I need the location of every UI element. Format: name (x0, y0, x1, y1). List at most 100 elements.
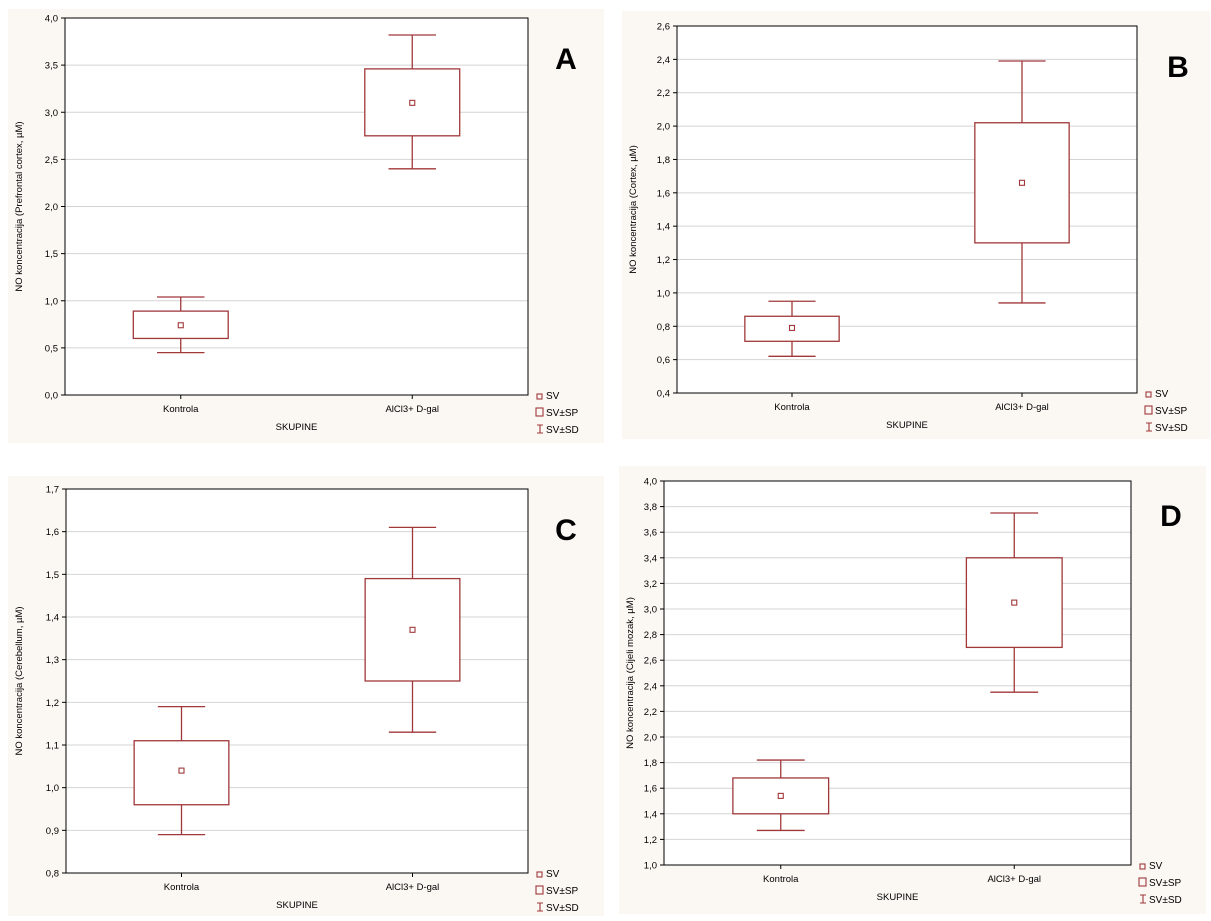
chart-a-ytick-label: 1,0 (45, 296, 58, 307)
chart-d-ytick-label: 1,6 (644, 784, 657, 795)
chart-b-legend-box-label: SV±SP (1155, 406, 1187, 417)
chart-d-xtick-label: Kontrola (763, 874, 799, 885)
chart-c-x-axis-label: SKUPINE (276, 900, 318, 911)
chart-d-ytick-label: 2,0 (644, 733, 657, 744)
chart-c-ytick-label: 1,3 (46, 655, 59, 666)
chart-b-y-axis-label: NO koncentracija (Cortex, µM) (628, 145, 639, 273)
chart-d-ytick-label: 1,8 (644, 758, 657, 769)
chart-c-ytick-label: 1,4 (46, 613, 59, 624)
chart-d-ytick-label: 3,4 (644, 553, 657, 564)
chart-c-mean-marker (409, 626, 416, 633)
chart-c-legend-whisker-label: SV±SD (546, 903, 579, 914)
chart-d-ytick-label: 2,2 (644, 707, 657, 718)
chart-c-legend-box-label: SV±SP (546, 886, 578, 897)
chart-d-box (732, 777, 830, 815)
chart-a-xtick-label: Kontrola (163, 404, 199, 415)
chart-c-ytick-label: 1,2 (46, 698, 59, 709)
chart-d-mean-marker (777, 792, 784, 799)
chart-b-ytick-label: 1,0 (657, 288, 670, 299)
chart-d-ytick-label: 3,2 (644, 579, 657, 590)
chart-b-plot-frame (676, 25, 1138, 394)
chart-b-ytick-label: 1,2 (657, 255, 670, 266)
chart-d-mean-marker (1011, 599, 1018, 606)
chart-b-ytick-label: 2,4 (657, 55, 670, 66)
chart-b-svg: 0,4 0,6 0,8 1,0 1,2 1,4 1,6 1,8 2,0 2,2 2,4 2,6 Kont… (622, 11, 1210, 439)
chart-c-ytick-label: 1,5 (46, 570, 59, 581)
chart-b-legend-whisker-label: SV±SD (1155, 423, 1188, 434)
chart-a-y-axis-label: NO koncentracija (Prefrontal cortex, µM) (14, 121, 25, 291)
chart-d-plot-frame (663, 480, 1132, 866)
chart-d-y-axis-label: NO koncentracija (Cijeli mozak, µM) (625, 597, 636, 749)
chart-a-ytick-label: 2,0 (45, 202, 58, 213)
chart-b-mean-marker (788, 324, 796, 331)
chart-d-svg: 1,0 1,2 1,4 1,6 1,8 2,0 2,2 2,4 2,6 2,8 3,0 3,2 3,4 3… (619, 466, 1206, 914)
chart-panel-c: 0,8 0,9 1,0 1,1 1,2 1,3 1,4 1,5 1,6 1,7 Kontrola Al… (8, 476, 604, 916)
chart-c-ytick-label: 1,0 (46, 783, 59, 794)
chart-a-ytick-label: 3,5 (45, 61, 58, 72)
chart-a-legend-mean-label: SV (546, 391, 560, 402)
chart-a-legend-box-label: SV±SP (546, 408, 578, 419)
chart-c-legend-box-icon (535, 885, 544, 895)
chart-b-box (744, 315, 840, 342)
chart-b-ytick-label: 1,6 (657, 188, 670, 199)
chart-a-ytick-label: 3,0 (45, 108, 58, 119)
chart-d-x-axis-label: SKUPINE (877, 892, 919, 903)
chart-a-ytick-label: 0,0 (45, 391, 58, 402)
chart-d-legend-whisker-label: SV±SD (1149, 895, 1182, 906)
chart-b-panel-letter: B (1167, 51, 1189, 84)
chart-panel-b: 0,4 0,6 0,8 1,0 1,2 1,4 1,6 1,8 2,0 2,2 2,4 2,6 Kont… (622, 11, 1210, 439)
chart-c-svg: 0,8 0,9 1,0 1,1 1,2 1,3 1,4 1,5 1,6 1,7 Kontrola Al… (8, 476, 604, 916)
chart-c-legend-mean-icon (536, 871, 543, 878)
chart-a-legend-box-icon (535, 407, 544, 417)
chart-d-ytick-label: 2,6 (644, 656, 657, 667)
chart-b-ytick-label: 2,0 (657, 122, 670, 133)
chart-b-ytick-label: 2,6 (657, 22, 670, 33)
chart-d-ytick-label: 1,2 (644, 835, 657, 846)
chart-d-xtick-label: AlCl3+ D-gal (987, 874, 1041, 885)
chart-c-panel-letter: C (555, 514, 577, 547)
chart-a-ytick-label: 4,0 (45, 14, 58, 25)
chart-b-xtick-label: Kontrola (774, 402, 810, 413)
chart-a-mean-marker (177, 322, 184, 329)
chart-d-legend-whisker-icon (1140, 894, 1146, 904)
chart-d-ytick-label: 3,8 (644, 502, 657, 513)
chart-d-legend-box-label: SV±SP (1149, 878, 1181, 889)
chart-b-ytick-label: 2,2 (657, 88, 670, 99)
chart-c-box (364, 577, 461, 682)
chart-b-mean-marker (1018, 179, 1026, 186)
chart-a-xtick-label: AlCl3+ D-gal (385, 404, 439, 415)
chart-d-legend-mean-label: SV (1149, 861, 1163, 872)
chart-d-ytick-label: 1,4 (644, 809, 657, 820)
chart-a-ytick-label: 0,5 (45, 343, 58, 354)
chart-b-ytick-label: 0,4 (657, 389, 670, 400)
chart-d-ytick-label: 4,0 (644, 477, 657, 488)
chart-c-xtick-label: AlCl3+ D-gal (386, 882, 440, 893)
chart-a-ytick-label: 1,5 (45, 249, 58, 260)
chart-d-ytick-label: 3,0 (644, 605, 657, 616)
chart-a-plot-frame (64, 17, 529, 396)
chart-c-xtick-label: Kontrola (164, 882, 200, 893)
chart-c-ytick-label: 0,8 (46, 869, 59, 880)
chart-b-ytick-label: 1,8 (657, 155, 670, 166)
chart-a-box (132, 310, 229, 340)
chart-a-x-axis-label: SKUPINE (276, 422, 318, 433)
chart-b-box (974, 122, 1070, 244)
chart-b-x-axis-label: SKUPINE (886, 420, 928, 431)
chart-a-ytick-label: 2,5 (45, 155, 58, 166)
chart-d-ytick-label: 2,8 (644, 630, 657, 641)
chart-b-legend-mean-label: SV (1155, 389, 1169, 400)
chart-c-mean-marker (178, 767, 185, 774)
chart-a-mean-marker (409, 99, 416, 106)
chart-c-ytick-label: 1,1 (46, 741, 59, 752)
chart-a-legend-mean-icon (536, 393, 543, 400)
chart-b-legend-mean-icon (1145, 391, 1152, 398)
chart-panel-a: 0,0 0,5 1,0 1,5 2,0 2,5 3,0 3,5 4,0 Kontrola AlCl3… (8, 9, 604, 443)
chart-a-svg: 0,0 0,5 1,0 1,5 2,0 2,5 3,0 3,5 4,0 Kontrola AlCl3… (8, 9, 604, 443)
chart-c-legend-whisker-icon (537, 902, 543, 912)
chart-d-panel-letter: D (1160, 500, 1182, 533)
chart-d-ytick-label: 2,4 (644, 681, 657, 692)
chart-a-legend-whisker-icon (537, 424, 543, 434)
chart-panel-d: 1,0 1,2 1,4 1,6 1,8 2,0 2,2 2,4 2,6 2,8 3,0 3,2 3,4 3… (619, 466, 1206, 914)
chart-a-legend-whisker-label: SV±SD (546, 425, 579, 436)
chart-b-ytick-label: 1,4 (657, 222, 670, 233)
